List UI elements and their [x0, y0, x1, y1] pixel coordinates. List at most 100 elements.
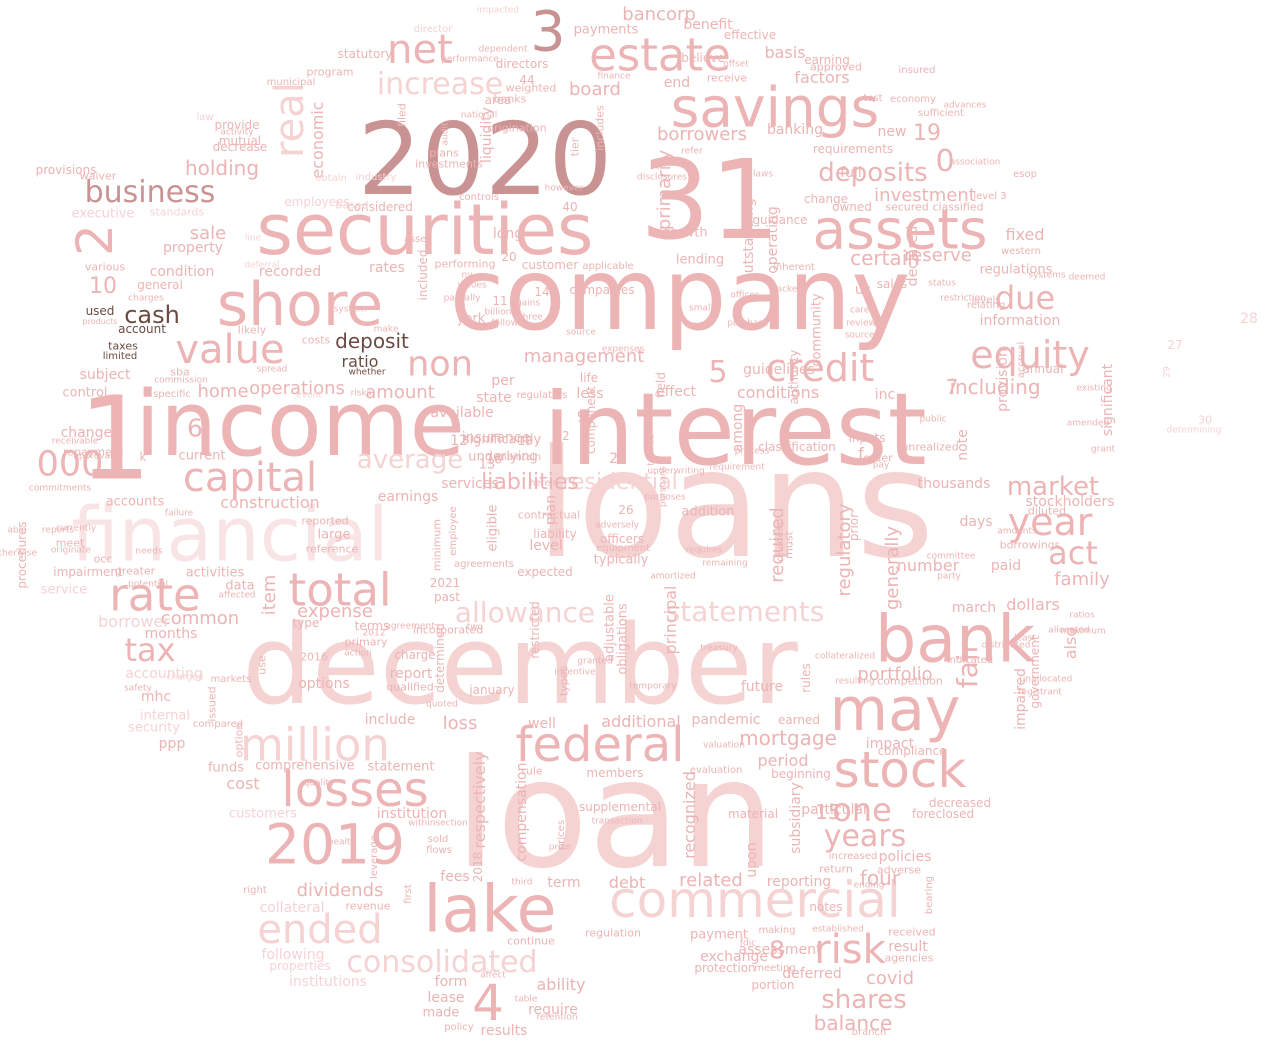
cloud-word: level 3 [973, 191, 1007, 202]
cloud-word: deposit [335, 329, 409, 353]
cloud-word: material [727, 807, 779, 821]
cloud-word: period [757, 751, 809, 770]
cloud-word: ppp [158, 736, 186, 752]
cloud-word: basis [764, 43, 806, 62]
cloud-word: notes [809, 900, 843, 914]
cloud-word: systems [1028, 270, 1066, 281]
cloud-word: charges [128, 293, 164, 304]
cloud-word: effective [723, 28, 777, 42]
cloud-word: march [951, 600, 997, 616]
cloud-word: stockholders [1025, 494, 1115, 510]
cloud-word: existing [1076, 383, 1112, 394]
cloud-word: full [840, 165, 862, 181]
cloud-word: services [441, 476, 499, 492]
cloud-word: data [225, 578, 255, 594]
cloud-word: ratios [1069, 610, 1095, 621]
cloud-word: purposes [644, 492, 686, 503]
cloud-word: requirements [812, 142, 894, 156]
cloud-word: executive [71, 206, 135, 222]
cloud-word: 30 [1198, 413, 1212, 427]
cloud-word: 2012 [362, 628, 386, 639]
cloud-word: increased [828, 851, 878, 862]
cloud-word: term [547, 875, 581, 891]
cloud-word: pay [872, 460, 890, 471]
cloud-word: offices [730, 290, 760, 301]
cloud-word: currently [55, 523, 97, 534]
cloud-word: community [809, 293, 825, 367]
cloud-word: one [832, 791, 892, 829]
cloud-word: federal [515, 717, 685, 773]
cloud-word: respectively [470, 751, 489, 849]
cloud-word: action [344, 648, 372, 659]
cloud-word: 2018 [471, 851, 485, 883]
cloud-word: granted [577, 656, 613, 667]
cloud-word: dividends [296, 880, 384, 901]
cloud-word: 28 [1240, 311, 1258, 327]
cloud-word: mhc [140, 689, 172, 705]
cloud-word: changes [60, 425, 120, 441]
cloud-word: determined [433, 623, 447, 693]
cloud-word: 2019 [265, 812, 405, 877]
cloud-word: must [782, 531, 796, 559]
cloud-word: temporary [629, 681, 677, 692]
cloud-word: may [829, 675, 961, 745]
cloud-word: investment [874, 185, 976, 206]
cloud-word: payments [573, 22, 639, 38]
cloud-word: members [586, 766, 644, 780]
cloud-word: estate [589, 28, 731, 82]
cloud-word: 11 [492, 294, 508, 308]
cloud-word: 13 [478, 457, 496, 473]
cloud-word: repayment [62, 445, 124, 459]
cloud-word: revenue [345, 899, 391, 913]
cloud-word: loans [535, 418, 935, 592]
cloud-word: inputs [848, 431, 886, 445]
cloud-word: amounts [997, 526, 1037, 537]
cloud-word: control [62, 385, 108, 401]
cloud-word: years [823, 819, 907, 854]
cloud-word: system [333, 304, 367, 315]
cloud-word: branch [851, 1027, 887, 1038]
cloud-word: ny [461, 270, 473, 281]
cloud-word: activities [185, 565, 245, 581]
cloud-word: employees [284, 195, 350, 209]
cloud-word: agreements [453, 559, 515, 570]
cloud-word: million [240, 718, 390, 772]
cloud-word: treasury [700, 643, 738, 654]
cloud-word: financial [71, 490, 389, 579]
cloud-word: policies [878, 849, 932, 865]
cloud-word: performance [441, 54, 499, 65]
cloud-word: leverage [369, 835, 380, 879]
cloud-word: maintain [496, 452, 542, 463]
cloud-word: dependent [478, 44, 528, 55]
cloud-word: shares [821, 985, 907, 1015]
cloud-word: law [196, 112, 214, 123]
cloud-word: institutions [289, 974, 367, 990]
cloud-word: 26 [618, 503, 634, 517]
cloud-word: cares [849, 305, 875, 316]
cloud-word: issued [205, 686, 219, 722]
cloud-word: earnings [377, 489, 439, 505]
cloud-word: offset [723, 59, 749, 70]
cloud-word: current [178, 448, 226, 464]
cloud-word: contractual [517, 508, 581, 522]
cloud-word: accounting [125, 666, 203, 682]
cloud-word: earned [777, 713, 821, 727]
cloud-word: greater [114, 564, 156, 578]
cloud-word: reporting [766, 874, 832, 890]
cloud-word: 7 [945, 375, 959, 399]
cloud-word: economy [890, 94, 936, 105]
cloud-word: item [259, 574, 280, 616]
cloud-word: rates [369, 260, 405, 276]
cloud-word: funds [207, 760, 245, 776]
cloud-word: believe [681, 51, 725, 65]
cloud-word: unrealized [901, 440, 959, 454]
cloud-word: quality [303, 778, 335, 789]
cloud-word: property [163, 240, 223, 256]
cloud-word: end [663, 75, 691, 91]
cloud-word: particular [801, 802, 869, 818]
cloud-word: addition [681, 504, 735, 520]
cloud-word: waiver [79, 169, 117, 183]
cloud-word: rule [521, 764, 543, 778]
cloud-word: non [407, 344, 473, 385]
cloud-word: 2021 [429, 576, 461, 590]
